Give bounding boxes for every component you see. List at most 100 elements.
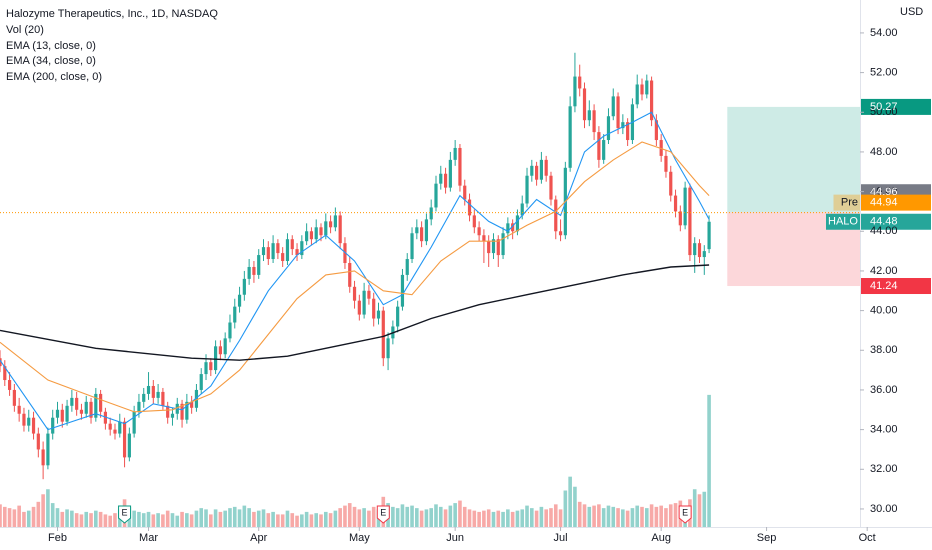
volume-bar [31, 506, 36, 527]
volume-bar [410, 505, 414, 527]
candle-body [439, 173, 443, 184]
legend-entry: EMA (200, close, 0) [6, 71, 102, 83]
price-label-box [861, 278, 931, 295]
volume-bar [70, 510, 74, 527]
volume-bar [26, 510, 31, 527]
candle-body [463, 185, 467, 200]
volume-bar [558, 509, 563, 527]
volume-bar [419, 510, 424, 527]
candle-body [578, 76, 582, 89]
volume-bar [573, 486, 577, 527]
candle-body [472, 215, 476, 228]
x-tick-label: Feb [48, 532, 67, 544]
candle-body [602, 140, 606, 160]
volume-bar [534, 510, 539, 527]
candle-body [146, 385, 151, 394]
volume-bar [185, 513, 189, 527]
candle-body [424, 219, 429, 242]
volume-bar [549, 508, 553, 527]
candle-body [305, 231, 309, 242]
volume-bar [496, 510, 501, 527]
candle-body [697, 243, 702, 258]
volume-bar [252, 511, 256, 527]
volume-bar [649, 504, 654, 527]
candle-body [448, 159, 452, 188]
candle-body [525, 175, 529, 204]
volume-bar [290, 513, 295, 527]
legend-volume: Vol (20) [6, 24, 44, 36]
candle-body [443, 173, 448, 188]
candle-body [3, 366, 7, 381]
candle-body [247, 266, 251, 279]
volume-bar [146, 511, 151, 527]
candle-body [209, 362, 213, 371]
candle-body [281, 253, 285, 262]
volume-bar [22, 511, 26, 527]
volume-bar [12, 509, 17, 527]
candle-body [496, 239, 500, 256]
candle-body [242, 278, 246, 295]
y-tick-label: 44.00 [870, 225, 898, 237]
candle-body [477, 227, 481, 236]
candle-body [501, 233, 505, 256]
price-label-box [861, 194, 931, 211]
y-tick-label: 32.00 [870, 463, 898, 475]
x-tick-label: Jul [554, 532, 568, 544]
candle-body [170, 413, 175, 418]
candle-body [396, 306, 400, 327]
volume-bar [621, 509, 625, 527]
candle-body [79, 409, 84, 414]
x-tick-label: Aug [651, 532, 671, 544]
volume-bar [477, 511, 481, 527]
y-tick-label: 36.00 [870, 384, 898, 396]
candle-body [27, 417, 31, 426]
candle-body [180, 403, 184, 420]
candle-body [683, 187, 687, 226]
volume-bar [180, 511, 184, 527]
volume-bar [113, 513, 117, 527]
candle-body [381, 310, 385, 359]
y-tick-label: 40.00 [870, 305, 898, 317]
candle-body [467, 199, 472, 216]
y-tick-label: 46.00 [870, 186, 898, 198]
candle-body [520, 203, 524, 216]
volume-bar [625, 510, 630, 527]
candle-body [702, 251, 706, 258]
earnings-label: E [122, 507, 128, 517]
volume-bar [659, 505, 663, 527]
volume-bar [2, 506, 7, 527]
candle-body [204, 362, 208, 375]
candle-body [549, 175, 553, 200]
volume-bar [74, 513, 79, 527]
volume-bar [352, 506, 357, 527]
candle-body [328, 221, 333, 228]
volume-bar [170, 513, 175, 527]
volume-bar [391, 506, 395, 527]
volume-bar [486, 509, 491, 527]
volume-bar [563, 490, 568, 527]
volume-bar [553, 504, 558, 527]
volume-bar [137, 511, 141, 527]
candle-body [659, 140, 663, 156]
volume-bar [510, 511, 515, 527]
candle-body [654, 120, 658, 141]
candle-body [51, 417, 55, 434]
candle-body [606, 116, 611, 141]
volume-bar [319, 514, 323, 527]
candle-body [314, 227, 318, 240]
volume-bar [453, 503, 457, 527]
candle-body [113, 429, 117, 434]
candle-body [261, 247, 266, 256]
volume-bar [597, 504, 601, 527]
candle-body [678, 211, 682, 226]
candle-body [285, 239, 290, 262]
volume-bar [347, 503, 352, 527]
volume-bar [611, 506, 616, 527]
volume-bar [189, 514, 194, 527]
volume-bar [458, 500, 462, 527]
candle-body [592, 110, 596, 133]
candle-body [372, 298, 376, 319]
volume-bar [175, 515, 180, 527]
candle-body [338, 215, 342, 244]
